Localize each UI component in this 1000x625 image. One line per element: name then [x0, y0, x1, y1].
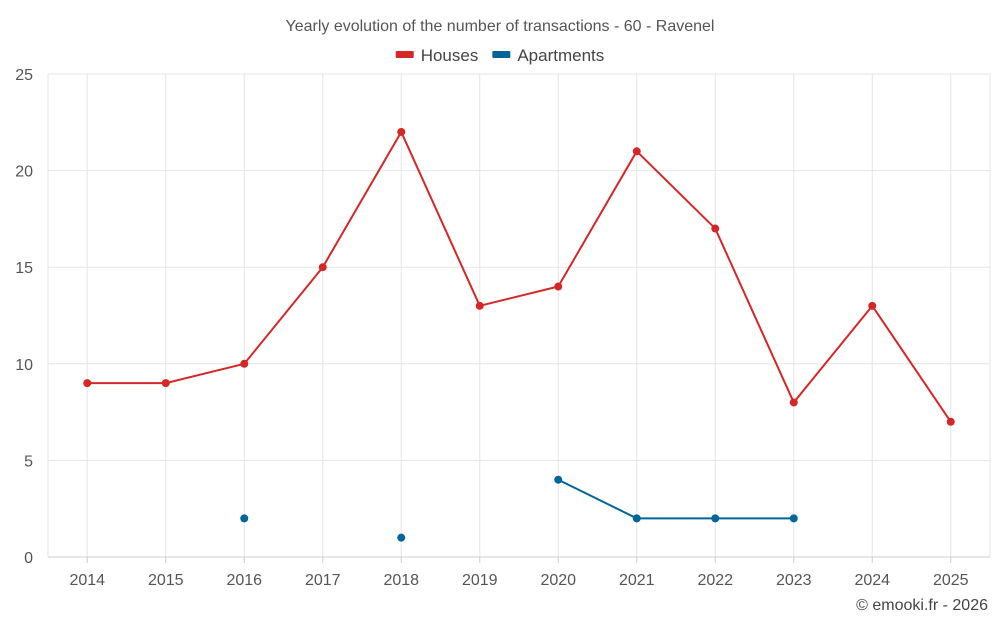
x-tick-label: 2017 [305, 572, 341, 589]
legend-item-houses[interactable]: Houses [395, 46, 479, 65]
legend: Houses Apartments [395, 46, 604, 65]
x-tick-label: 2025 [933, 572, 969, 589]
houses-data-point[interactable] [632, 147, 641, 156]
houses-data-point[interactable] [868, 301, 877, 310]
y-tick-label: 15 [15, 260, 33, 277]
y-tick-label: 5 [24, 453, 33, 470]
houses-data-point[interactable] [240, 359, 249, 368]
x-tick-label: 2016 [226, 572, 262, 589]
apartments-data-point[interactable] [554, 475, 563, 484]
y-tick-label: 0 [24, 550, 33, 567]
x-tick-label: 2020 [540, 572, 576, 589]
x-tick-label: 2023 [776, 572, 812, 589]
chart-title: Yearly evolution of the number of transa… [286, 18, 715, 35]
apartments-data-point[interactable] [240, 514, 249, 523]
legend-item-apartments[interactable]: Apartments [492, 46, 604, 65]
legend-label: Apartments [517, 46, 604, 65]
x-tick-label: 2018 [383, 572, 419, 589]
apartments-data-point[interactable] [632, 514, 641, 523]
houses-data-point[interactable] [161, 379, 170, 388]
houses-data-point[interactable] [711, 224, 720, 233]
x-tick-label: 2021 [619, 572, 655, 589]
legend-swatch [395, 51, 414, 58]
y-tick-label: 20 [15, 164, 33, 181]
series-group [83, 127, 955, 542]
x-tick-label: 2015 [148, 572, 184, 589]
y-tick-label: 25 [15, 67, 33, 84]
apartments-series-line [557, 478, 794, 520]
apartments-data-point[interactable] [789, 514, 798, 523]
houses-data-point[interactable] [83, 379, 92, 388]
houses-series-line [87, 130, 952, 423]
legend-label: Houses [421, 46, 479, 65]
apartments-data-point[interactable] [397, 533, 406, 542]
x-tick-label: 2024 [854, 572, 890, 589]
houses-data-point[interactable] [789, 398, 798, 407]
houses-data-point[interactable] [946, 417, 955, 426]
x-tick-label: 2022 [697, 572, 733, 589]
x-axis: 2014 2015 2016 2017 2018 2019 2020 2021 2022 2023… [48, 556, 990, 589]
houses-data-point[interactable] [318, 263, 327, 272]
y-tick-label: 10 [15, 357, 33, 374]
houses-data-point[interactable] [554, 282, 563, 291]
credit-label: © emooki.fr - 2026 [856, 597, 988, 614]
legend-swatch [492, 51, 511, 58]
x-tick-label: 2014 [69, 572, 105, 589]
y-axis: 0 5 10 15 20 25 [15, 67, 33, 567]
x-tick-label: 2019 [462, 572, 498, 589]
houses-data-point[interactable] [475, 301, 484, 310]
houses-data-point[interactable] [397, 127, 406, 136]
grid [47, 73, 991, 557]
apartments-data-point[interactable] [711, 514, 720, 523]
